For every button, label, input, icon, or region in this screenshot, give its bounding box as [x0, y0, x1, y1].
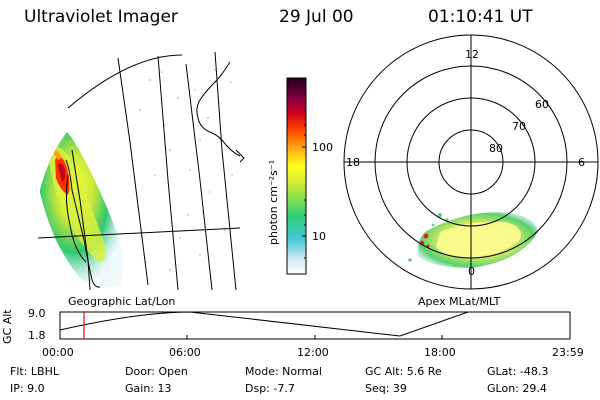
altitude-ytick-9: 9.0: [28, 307, 46, 320]
date-label: 29 Jul 00: [279, 7, 354, 27]
time-label: 01:10:41 UT: [428, 7, 533, 27]
mlt-label-6: 6: [578, 156, 585, 169]
colorbar-unit-label: photon cm⁻²s⁻¹: [267, 159, 280, 245]
info-door: Door: Open: [125, 365, 188, 378]
polar-plot: [343, 34, 599, 290]
altitude-ylabel: GC Alt: [1, 309, 14, 344]
altitude-xtick-2359: 23:59: [552, 346, 584, 359]
mlat-label-70: 70: [512, 120, 526, 133]
altitude-ytick-1-8: 1.8: [28, 329, 46, 342]
altitude-plot: [59, 311, 571, 340]
colorbar-tick-100: 100: [312, 141, 333, 154]
colorbar-tick-10: 10: [312, 230, 326, 243]
info-gain: Gain: 13: [125, 382, 172, 395]
info-seq: Seq: 39: [365, 382, 407, 395]
altitude-xtick-0600: 06:00: [169, 346, 201, 359]
info-glon: GLon: 29.4: [487, 382, 547, 395]
mlt-label-18: 18: [346, 156, 360, 169]
mlt-label-0: 0: [468, 265, 475, 278]
mlat-label-80: 80: [489, 142, 503, 155]
altitude-xtick-1800: 18:00: [424, 346, 456, 359]
geographic-caption: Geographic Lat/Lon: [68, 295, 176, 308]
polar-caption: Apex MLat/MLT: [418, 295, 501, 308]
info-gc-alt: GC Alt: 5.6 Re: [365, 365, 442, 378]
mlt-label-12: 12: [465, 48, 479, 61]
altitude-xtick-1200: 12:00: [297, 346, 329, 359]
info-dsp: Dsp: -7.7: [245, 382, 295, 395]
info-filter: Flt: LBHL: [10, 365, 59, 378]
info-glat: GLat: -48.3: [487, 365, 549, 378]
info-ip: IP: 9.0: [10, 382, 45, 395]
mlat-label-60: 60: [535, 98, 549, 111]
altitude-xtick-0000: 00:00: [42, 346, 74, 359]
info-mode: Mode: Normal: [245, 365, 322, 378]
instrument-title: Ultraviolet Imager: [24, 7, 178, 27]
geographic-image: [37, 51, 245, 291]
colorbar: [286, 77, 307, 275]
